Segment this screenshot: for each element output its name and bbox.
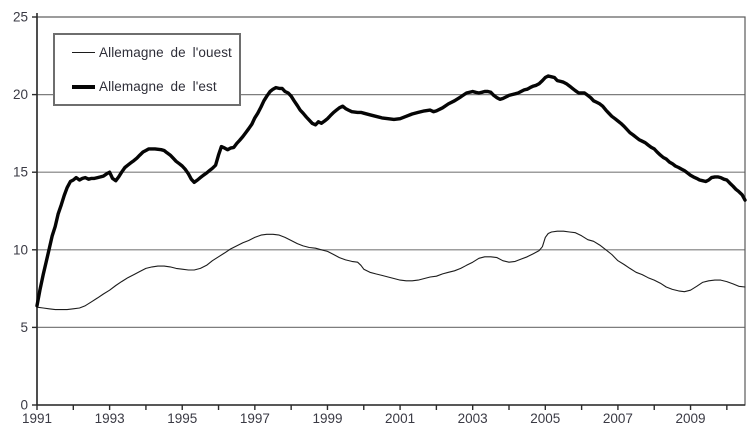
legend-item-west: Allemagne de l'ouest xyxy=(55,35,239,70)
x-tick-label-1997: 1997 xyxy=(240,411,270,426)
y-tick-label-20: 20 xyxy=(13,87,28,102)
x-tick-label-2001: 2001 xyxy=(385,411,415,426)
legend-label-east: Allemagne de l'est xyxy=(99,79,217,95)
x-tick-label-2007: 2007 xyxy=(603,411,633,426)
x-tick-label-1993: 1993 xyxy=(95,411,125,426)
x-tick-label-2005: 2005 xyxy=(530,411,560,426)
x-tick-label-2003: 2003 xyxy=(458,411,488,426)
y-tick-label-0: 0 xyxy=(20,398,28,413)
legend: Allemagne de l'ouest Allemagne de l'est xyxy=(53,33,241,106)
west-line-sample-icon xyxy=(72,51,95,53)
legend-label-west: Allemagne de l'ouest xyxy=(99,44,232,60)
x-tick-label-1991: 1991 xyxy=(22,411,52,426)
y-tick-label-15: 15 xyxy=(13,165,28,180)
y-tick-label-10: 10 xyxy=(13,242,28,257)
y-tick-label-25: 25 xyxy=(13,10,28,25)
legend-item-east: Allemagne de l'est xyxy=(55,70,239,105)
series-line-west xyxy=(36,230,746,311)
x-tick-label-2009: 2009 xyxy=(676,411,706,426)
y-tick-label-5: 5 xyxy=(20,320,28,335)
x-tick-label-1999: 1999 xyxy=(312,411,342,426)
series-line-east xyxy=(35,74,747,308)
x-tick-label-1995: 1995 xyxy=(167,411,197,426)
east-line-sample-icon xyxy=(72,84,95,89)
